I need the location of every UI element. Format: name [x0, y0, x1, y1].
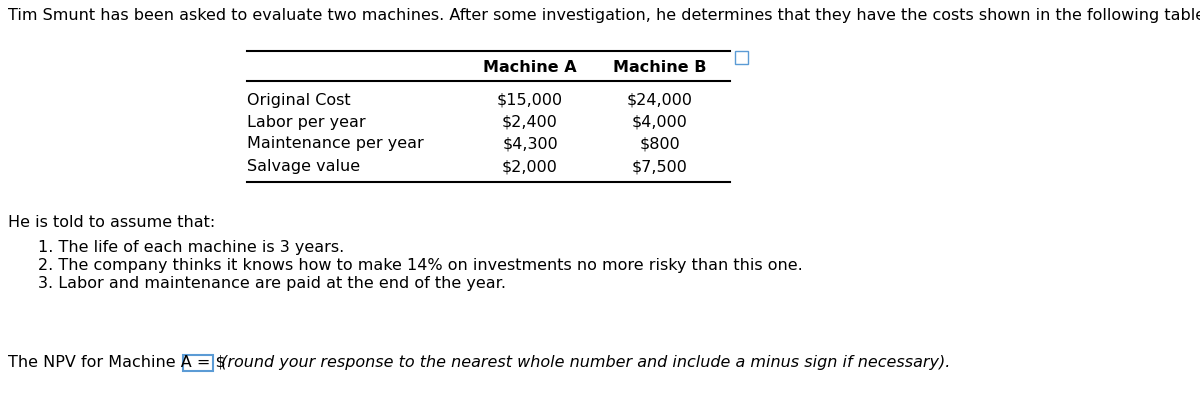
- Text: Machine B: Machine B: [613, 59, 707, 74]
- Text: The NPV for Machine A = $: The NPV for Machine A = $: [8, 354, 226, 369]
- Text: $24,000: $24,000: [628, 92, 694, 107]
- Text: $2,000: $2,000: [502, 159, 558, 174]
- Text: $4,300: $4,300: [502, 136, 558, 151]
- Text: $800: $800: [640, 136, 680, 151]
- Text: $7,500: $7,500: [632, 159, 688, 174]
- Text: $15,000: $15,000: [497, 92, 563, 107]
- Text: Tim Smunt has been asked to evaluate two machines. After some investigation, he : Tim Smunt has been asked to evaluate two…: [8, 8, 1200, 23]
- Text: 2. The company thinks it knows how to make 14% on investments no more risky than: 2. The company thinks it knows how to ma…: [38, 257, 803, 272]
- Bar: [734, 52, 748, 65]
- Text: He is told to assume that:: He is told to assume that:: [8, 215, 215, 229]
- Text: Original Cost: Original Cost: [247, 92, 350, 107]
- Text: Machine A: Machine A: [484, 59, 577, 74]
- Text: 3. Labor and maintenance are paid at the end of the year.: 3. Labor and maintenance are paid at the…: [38, 275, 506, 290]
- Bar: [182, 355, 214, 371]
- Text: Labor per year: Labor per year: [247, 114, 366, 129]
- Text: Salvage value: Salvage value: [247, 159, 360, 174]
- Text: $4,000: $4,000: [632, 114, 688, 129]
- Text: (round your response to the nearest whole number and include a minus sign if nec: (round your response to the nearest whol…: [216, 354, 950, 369]
- Text: Maintenance per year: Maintenance per year: [247, 136, 424, 151]
- Text: 1. The life of each machine is 3 years.: 1. The life of each machine is 3 years.: [38, 239, 344, 254]
- Text: $2,400: $2,400: [502, 114, 558, 129]
